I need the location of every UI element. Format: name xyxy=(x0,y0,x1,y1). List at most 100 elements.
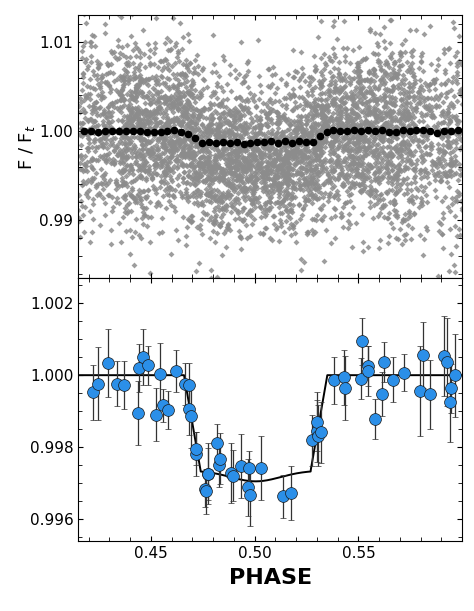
Point xyxy=(387,127,395,137)
Point xyxy=(220,119,228,128)
Point xyxy=(79,70,87,79)
Point xyxy=(434,170,442,180)
Point xyxy=(258,153,265,163)
Point xyxy=(161,38,168,48)
Point xyxy=(327,156,334,166)
Point xyxy=(371,105,378,115)
Point xyxy=(99,142,107,152)
Point xyxy=(311,191,319,200)
Point xyxy=(300,149,307,159)
Point xyxy=(398,140,406,150)
Point xyxy=(102,110,109,120)
Point xyxy=(307,159,315,169)
Point xyxy=(110,147,118,156)
Point xyxy=(341,172,349,181)
Point xyxy=(161,120,168,130)
Point xyxy=(409,198,416,208)
Point xyxy=(155,143,162,153)
Point xyxy=(335,64,342,74)
Point xyxy=(199,207,207,217)
Point xyxy=(98,172,106,181)
Point xyxy=(178,192,186,202)
Point xyxy=(181,70,188,80)
Point xyxy=(452,129,460,139)
Point xyxy=(100,139,107,149)
Point xyxy=(216,174,224,184)
Point xyxy=(362,135,369,145)
Point xyxy=(315,155,322,165)
Point xyxy=(273,171,281,181)
Point xyxy=(155,150,163,159)
Point xyxy=(211,158,219,168)
Point xyxy=(238,122,246,131)
Point xyxy=(165,137,173,147)
Point xyxy=(401,106,408,116)
Point xyxy=(179,211,187,221)
Point xyxy=(450,112,458,122)
Point xyxy=(80,95,88,105)
Point xyxy=(444,108,452,117)
Point xyxy=(282,150,290,160)
Point xyxy=(383,118,390,128)
Point xyxy=(275,97,283,106)
Point xyxy=(167,126,175,136)
Point xyxy=(221,128,229,138)
Point xyxy=(353,67,361,76)
Point xyxy=(156,98,164,108)
Point xyxy=(410,209,418,219)
Point xyxy=(91,128,98,138)
Point xyxy=(374,115,382,125)
Point xyxy=(138,214,146,224)
Point xyxy=(257,106,265,116)
Point xyxy=(157,117,164,127)
Point xyxy=(213,185,221,195)
Point xyxy=(337,85,345,95)
Point xyxy=(177,18,184,28)
Point xyxy=(225,189,233,199)
Point xyxy=(308,90,316,100)
Point xyxy=(348,74,356,84)
Point xyxy=(325,192,332,202)
Point xyxy=(391,122,399,132)
Point xyxy=(215,126,223,136)
Point xyxy=(159,56,167,66)
Point xyxy=(382,118,389,128)
Point xyxy=(321,103,328,112)
Point xyxy=(158,157,165,167)
Point xyxy=(274,169,282,178)
Point xyxy=(282,205,290,214)
Point xyxy=(76,151,84,161)
Point xyxy=(214,127,221,137)
Point xyxy=(332,131,340,141)
Point xyxy=(247,159,255,169)
Point xyxy=(297,125,305,134)
Point xyxy=(81,152,89,161)
Point xyxy=(295,75,303,85)
Point xyxy=(311,94,319,104)
Point xyxy=(128,90,135,100)
Point xyxy=(301,200,309,210)
Point xyxy=(167,101,175,111)
Point xyxy=(410,112,418,122)
Point xyxy=(289,221,297,231)
Point xyxy=(328,56,336,65)
Point xyxy=(231,141,239,151)
Point xyxy=(352,167,359,177)
Point xyxy=(162,91,169,101)
Point xyxy=(391,68,399,78)
Point xyxy=(282,100,290,109)
Point xyxy=(447,161,455,170)
Point xyxy=(170,142,177,152)
Point xyxy=(174,180,182,190)
Point xyxy=(311,67,319,76)
Point xyxy=(304,110,312,120)
Point xyxy=(140,159,148,169)
Point xyxy=(234,148,241,158)
Point xyxy=(209,218,217,227)
Point xyxy=(267,192,275,202)
Point xyxy=(160,112,167,122)
Point xyxy=(326,126,333,136)
Point xyxy=(367,120,374,130)
Point xyxy=(191,198,198,208)
Point xyxy=(441,68,449,78)
